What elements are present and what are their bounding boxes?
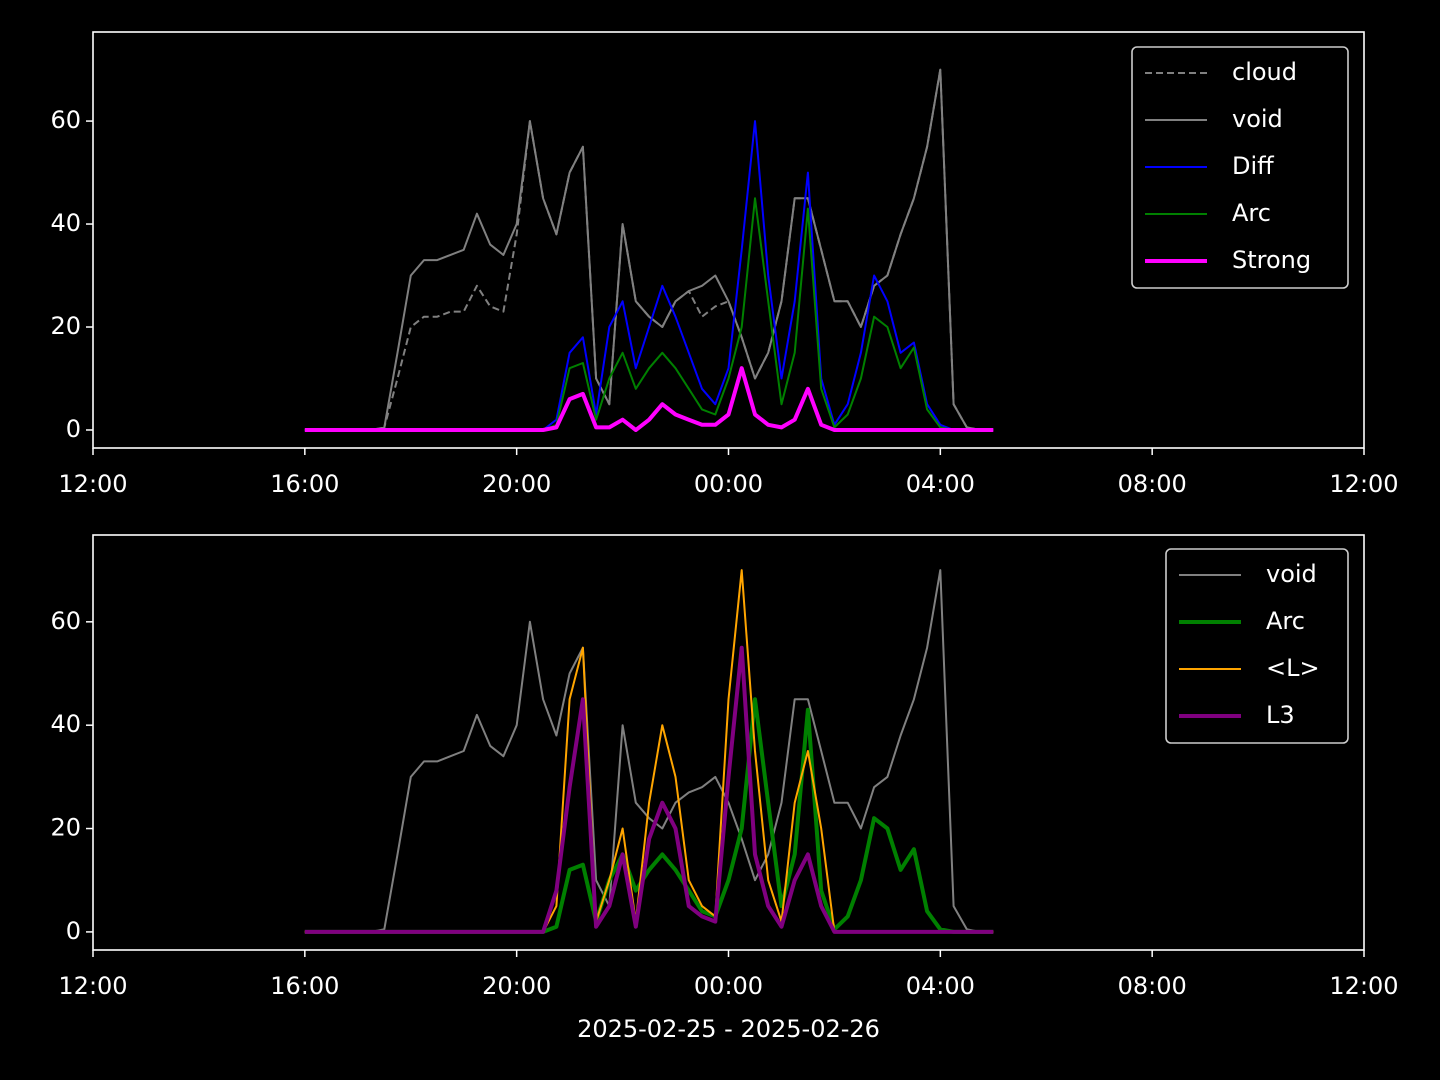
x-tick-label: 20:00: [482, 972, 551, 1000]
x-tick-label: 08:00: [1118, 972, 1187, 1000]
legend-label: Arc: [1266, 607, 1305, 635]
legend-label: L3: [1266, 701, 1295, 729]
x-tick-label: 00:00: [694, 470, 763, 498]
x-axis-label: 2025-02-25 - 2025-02-26: [577, 1015, 880, 1043]
x-tick-label: 08:00: [1118, 470, 1187, 498]
plot-area: [304, 68, 994, 432]
x-tick-label: 20:00: [482, 470, 551, 498]
x-tick-label: 04:00: [906, 972, 975, 1000]
x-tick-label: 00:00: [694, 972, 763, 1000]
y-tick-label: 60: [50, 607, 81, 635]
y-tick-label: 20: [50, 312, 81, 340]
axes: 0 20 40 60 12:00 16:00 20:00 00:00 04:00 08:00 12:…: [50, 534, 1399, 1043]
y-tick-label: 40: [50, 710, 81, 738]
x-tick-label: 12:00: [1329, 470, 1398, 498]
legend-label: void: [1232, 105, 1283, 133]
x-tick-label: 12:00: [58, 972, 127, 1000]
y-tick-label: 0: [66, 415, 81, 443]
y-tick-label: 20: [50, 814, 81, 842]
x-tick-label: 16:00: [270, 972, 339, 1000]
legend-label: Strong: [1232, 246, 1311, 274]
series-line: [304, 645, 994, 934]
legend-label: Diff: [1232, 152, 1274, 180]
y-tick-label: 60: [50, 106, 81, 134]
x-tick-label: 12:00: [1329, 972, 1398, 1000]
legend-label: cloud: [1232, 58, 1297, 86]
y-tick-label: 0: [66, 917, 81, 945]
series-line: [304, 366, 994, 432]
x-tick-label: 16:00: [270, 470, 339, 498]
legend-label: Arc: [1232, 199, 1271, 227]
x-tick-label: 12:00: [58, 470, 127, 498]
legend: cloud void Diff Arc Strong: [1131, 46, 1349, 289]
series-line: [304, 569, 994, 933]
legend-frame: [1131, 46, 1349, 289]
axes-frame: [92, 534, 1365, 951]
x-tick-label: 04:00: [906, 470, 975, 498]
axes: 0 20 40 60 12:00 16:00 20:00 00:00 04:00 08:00 12:…: [50, 31, 1399, 498]
legend-frame: [1165, 548, 1349, 744]
y-tick-label: 40: [50, 209, 81, 237]
legend-label: <L>: [1266, 654, 1320, 682]
plot-area: [304, 569, 994, 934]
legend-label: void: [1266, 560, 1317, 588]
legend: void Arc <L> L3: [1165, 548, 1349, 744]
axes-frame: [92, 31, 1365, 449]
